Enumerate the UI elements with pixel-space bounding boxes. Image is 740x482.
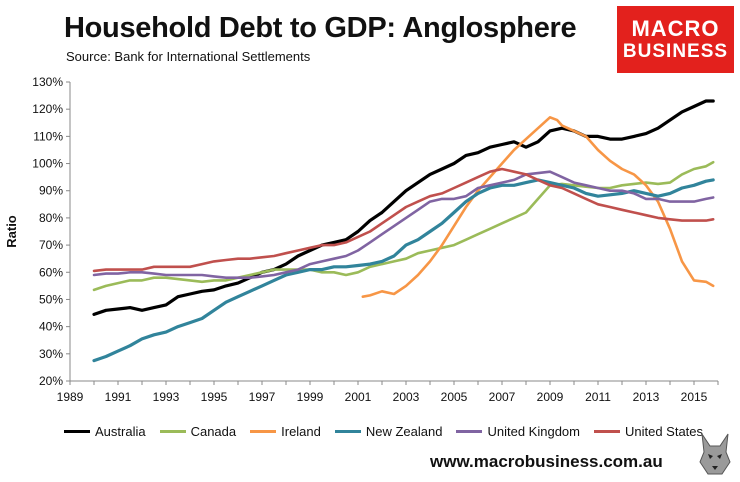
legend-label: United States [624, 424, 704, 439]
macro-business-logo[interactable]: MACRO BUSINESS [617, 6, 734, 73]
chart-subtitle: Source: Bank for International Settlemen… [66, 49, 311, 64]
x-tick-label: 1995 [201, 390, 228, 404]
chart-legend: Australia Canada Ireland New Zealand United … [64, 424, 717, 439]
legend-label: Ireland [281, 424, 321, 439]
legend-label: United Kingdom [487, 424, 580, 439]
x-tick-label: 2015 [681, 390, 708, 404]
legend-item: New Zealand [334, 424, 443, 439]
footer-url[interactable]: www.macrobusiness.com.au [430, 452, 663, 471]
legend-item: United Kingdom [456, 424, 580, 439]
legend-item: Australia [64, 424, 146, 439]
y-tick-label: 110% [33, 129, 63, 143]
legend-swatch [159, 430, 186, 433]
y-tick-label: 40% [39, 320, 63, 334]
x-tick-label: 1997 [249, 390, 276, 404]
x-tick-label: 2013 [633, 390, 660, 404]
y-tick-label: 80% [39, 211, 63, 225]
x-tick-label: 1989 [57, 390, 84, 404]
y-axis-label: Ratio [4, 215, 19, 248]
legend-swatch [456, 430, 483, 433]
x-tick-label: 2011 [585, 390, 611, 404]
y-tick-label: 70% [39, 238, 63, 252]
y-tick-label: 130% [32, 75, 63, 89]
legend-swatch [334, 430, 361, 433]
y-tick-label: 60% [39, 265, 63, 279]
y-tick-label: 100% [32, 157, 63, 171]
legend-swatch [593, 430, 620, 433]
y-tick-label: 120% [32, 102, 63, 116]
y-tick-label: 50% [39, 292, 63, 306]
wolf-icon [699, 433, 731, 475]
x-tick-label: 1999 [297, 390, 324, 404]
series-line-canada [92, 160, 715, 292]
series-line-united-kingdom [92, 170, 715, 279]
legend-item: United States [593, 424, 704, 439]
series-line-united-states [92, 167, 715, 273]
legend-label: Canada [190, 424, 237, 439]
chart-title: Household Debt to GDP: Anglosphere [64, 12, 577, 44]
y-tick-label: 20% [39, 374, 63, 388]
x-tick-label: 2007 [489, 390, 516, 404]
logo-line-1: MACRO [631, 16, 720, 41]
logo-line-2: BUSINESS [622, 41, 729, 62]
y-tick-label: 90% [39, 184, 63, 198]
legend-label: New Zealand [365, 424, 443, 439]
legend-swatch [250, 430, 277, 433]
legend-label: Australia [95, 424, 146, 439]
x-tick-label: 2005 [441, 390, 468, 404]
series-line-new-zealand [92, 178, 715, 363]
x-tick-label: 2001 [345, 390, 372, 404]
series-line-ireland [361, 116, 715, 298]
legend-swatch [64, 430, 90, 433]
x-tick-label: 2009 [537, 390, 564, 404]
x-tick-label: 1993 [153, 390, 180, 404]
x-tick-label: 2003 [393, 390, 420, 404]
series-line-australia [92, 99, 715, 316]
x-tick-label: 1991 [105, 390, 132, 404]
legend-item: Ireland [250, 424, 321, 439]
y-tick-label: 30% [39, 347, 63, 361]
legend-item: Canada [159, 424, 237, 439]
line-chart: 20% 30% 40% 50% 60% 70% 80% 90% 100% 110% 120% 130%… [4, 75, 719, 404]
